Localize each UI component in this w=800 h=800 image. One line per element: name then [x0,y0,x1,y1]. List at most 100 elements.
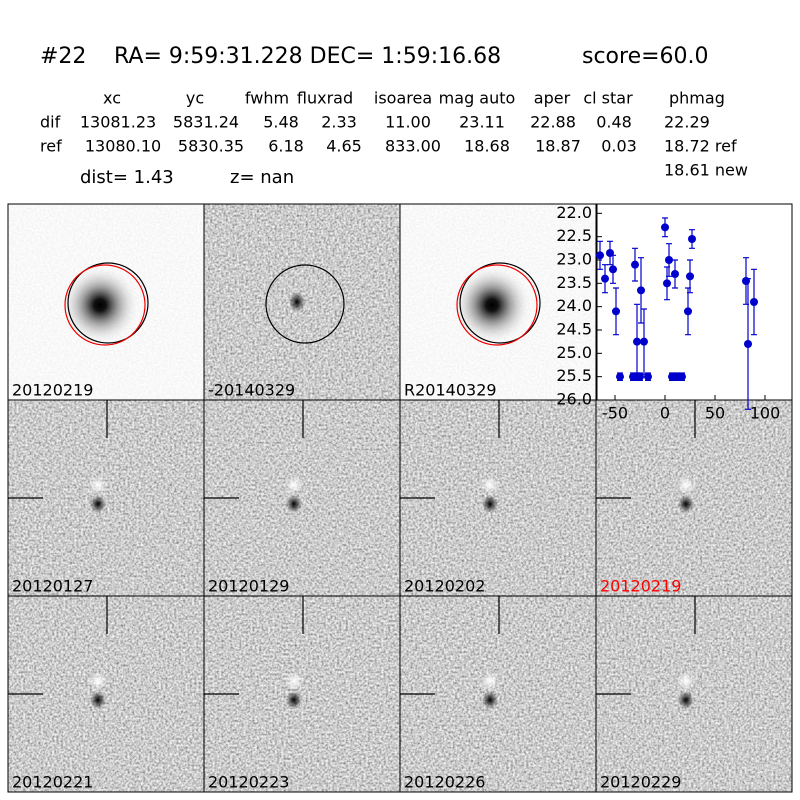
column-header: phmag [669,89,725,108]
y-tick-label: 26.0 [556,390,592,409]
point [596,251,604,260]
table-cell: 833.00 [385,137,441,156]
column-header: isoarea [374,89,432,108]
table-cell: 13080.10 [85,137,161,156]
blob-dark [90,495,106,513]
point [616,372,624,381]
point [601,274,609,283]
star [60,265,140,345]
y-tick-label: 23.5 [556,273,592,292]
score: score=60.0 [582,44,709,69]
blob-light [89,672,107,690]
panel-label: 20120221 [12,773,93,792]
phmag-new: 18.61 new [664,161,748,180]
table-cell: 0.03 [601,137,637,156]
point [684,307,692,316]
object-id: #22 [40,44,86,69]
image-panel: 20120129 [203,399,401,597]
star [452,265,532,345]
panel-label: 20120219 [600,577,681,596]
blob [289,292,305,312]
point [678,372,686,381]
blob-light [677,476,695,494]
aperture-ref [456,264,538,346]
blob-dark [90,691,106,709]
table-cell: 22.88 [530,113,576,132]
table-cell: 13081.23 [80,113,156,132]
blob-light [481,476,499,494]
y-tick-label: 23.0 [556,250,592,269]
panel-label: 20120219 [12,381,93,400]
aperture-ref [64,264,146,346]
blob-light [285,476,303,494]
table-cell: 18.68 [464,137,510,156]
blob-dark [286,495,302,513]
panel-label: 20120127 [12,577,93,596]
point [665,256,673,264]
column-header: cl star [583,89,633,108]
x-tick-label: 0 [660,404,670,423]
y-tick-label: 24.5 [556,320,592,339]
point [631,260,639,269]
x-tick-label: 100 [750,404,781,423]
image-panel: 20120219 [595,399,793,597]
point [750,298,758,306]
image-panel: R20140329 [399,203,597,401]
table-cell: 6.18 [268,137,304,156]
table-cell: 11.00 [385,113,431,132]
z-value: z= nan [230,167,294,188]
point [640,337,648,346]
y-tick-label: 22.5 [556,226,592,245]
point [744,340,752,348]
column-header: fwhm [245,89,289,108]
row-label: ref [40,137,62,156]
blob-dark [482,495,498,513]
blob-dark [286,691,302,709]
table-cell: 2.33 [321,113,357,132]
point [661,223,669,232]
column-header: xc [103,89,121,108]
point [637,286,645,295]
y-tick-label: 22.0 [556,203,592,222]
image-panel: 20120226 [399,595,597,793]
table-cell: 22.29 [664,113,710,132]
point [686,272,694,281]
panel-label: 20120202 [404,577,485,596]
plot-area [596,203,793,401]
point [688,235,696,243]
image-panel: 20120219 [7,203,205,401]
table-cell: 0.48 [596,113,632,132]
blob-light [285,672,303,690]
coordinates: RA= 9:59:31.228 DEC= 1:59:16.68 [114,44,501,69]
y-tick-label: 25.0 [556,343,592,362]
image-panel: 20120127 [7,399,205,597]
panel-label: R20140329 [404,381,497,400]
column-header: mag auto [439,89,516,108]
table-cell: 23.11 [459,113,505,132]
column-header: fluxrad [297,89,353,108]
panel-label: -20140329 [208,381,295,400]
point [612,307,620,316]
table-cell: 5.48 [263,113,299,132]
point [663,279,671,288]
column-header: yc [186,89,204,108]
panel-frame [595,595,793,793]
blob-light [677,672,695,690]
blob-dark [482,691,498,709]
table-cell: 5831.24 [173,113,239,132]
table-cell: 4.65 [326,137,362,156]
blob-light [481,672,499,690]
blob-light [89,476,107,494]
point [633,337,641,346]
aperture [459,262,541,344]
x-tick-label: 50 [705,404,725,423]
image-panel: 20120229 [595,595,793,793]
x-tick-label: -50 [602,404,628,423]
y-tick-label: 25.5 [556,366,592,385]
aperture [265,264,345,344]
point [609,265,617,274]
panel-label: 20120229 [600,773,681,792]
dist: dist= 1.43 [80,167,174,188]
